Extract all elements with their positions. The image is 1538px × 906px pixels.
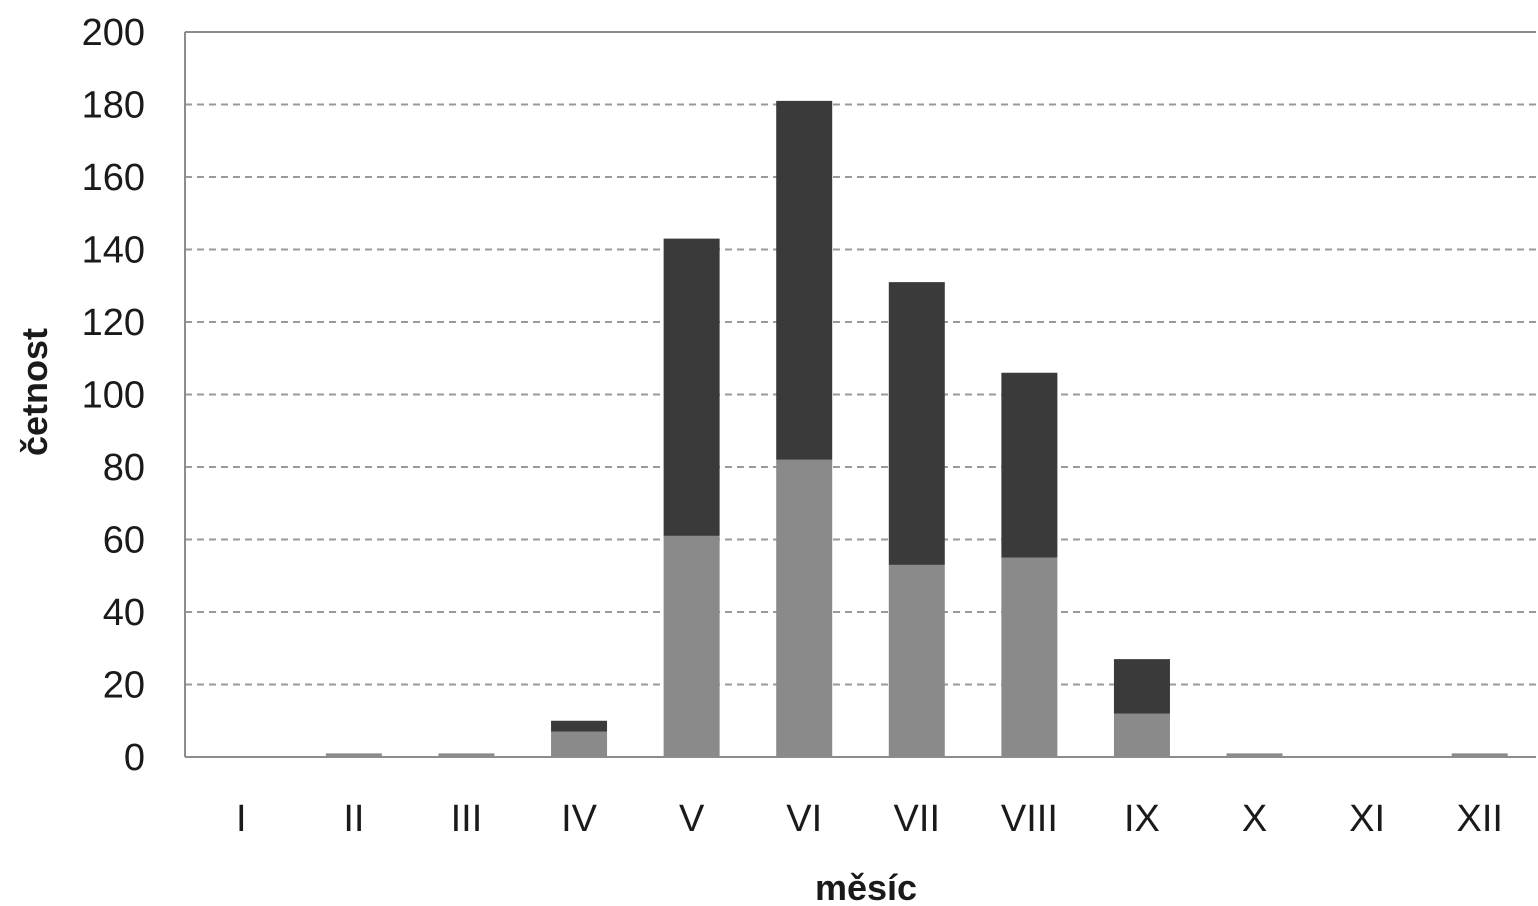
bar-segment: [1001, 557, 1058, 757]
y-tick-label: 80: [103, 447, 145, 489]
y-tick-label: 200: [82, 12, 145, 54]
y-tick-label: 180: [82, 85, 145, 127]
x-tick-label: IX: [1124, 798, 1160, 840]
y-tick-label: 160: [82, 157, 145, 199]
y-axis-title: četnost: [14, 328, 55, 456]
bar-segment: [551, 731, 608, 757]
x-tick-label: XII: [1456, 798, 1502, 840]
bar-segment: [551, 720, 608, 732]
x-tick-label: XI: [1349, 798, 1385, 840]
gridlines: [185, 103, 1536, 686]
y-tick-label: 60: [103, 520, 145, 562]
bar-segment: [1113, 713, 1170, 757]
x-tick-label: V: [679, 798, 705, 840]
axes: [184, 31, 1536, 758]
bar-segment: [1113, 659, 1170, 714]
bar-segment: [888, 282, 945, 565]
y-tick-labels: 0 20 40 60 80 100 120 140 160 180 200: [82, 12, 145, 779]
bar-segment: [1001, 372, 1058, 558]
x-tick-label: I: [236, 798, 247, 840]
x-tick-label: VII: [894, 798, 940, 840]
x-tick-label: X: [1242, 798, 1267, 840]
x-tick-label: VIII: [1001, 798, 1058, 840]
bar-segment: [1226, 753, 1283, 757]
y-tick-label: 40: [103, 592, 145, 634]
bar-segment: [888, 564, 945, 757]
bar-segment: [663, 535, 720, 757]
bar-segment: [438, 753, 495, 757]
bars: [325, 100, 1508, 757]
y-tick-label: 100: [82, 375, 145, 417]
bar-segment: [325, 753, 382, 757]
x-tick-label: III: [451, 798, 483, 840]
y-tick-label: 0: [124, 737, 145, 779]
x-axis-title: měsíc: [815, 867, 917, 906]
bar-segment: [1451, 753, 1508, 757]
x-tick-labels: I II III IV V VI VII VIII IX X XI XII: [236, 798, 1503, 840]
y-tick-label: 120: [82, 302, 145, 344]
x-tick-label: IV: [561, 798, 598, 840]
x-tick-label: VI: [786, 798, 822, 840]
y-tick-label: 20: [103, 665, 145, 707]
bar-segment: [663, 238, 720, 536]
y-tick-label: 140: [82, 230, 145, 272]
bar-segment: [776, 459, 833, 757]
bar-segment: [776, 100, 833, 460]
x-tick-label: II: [343, 798, 364, 840]
